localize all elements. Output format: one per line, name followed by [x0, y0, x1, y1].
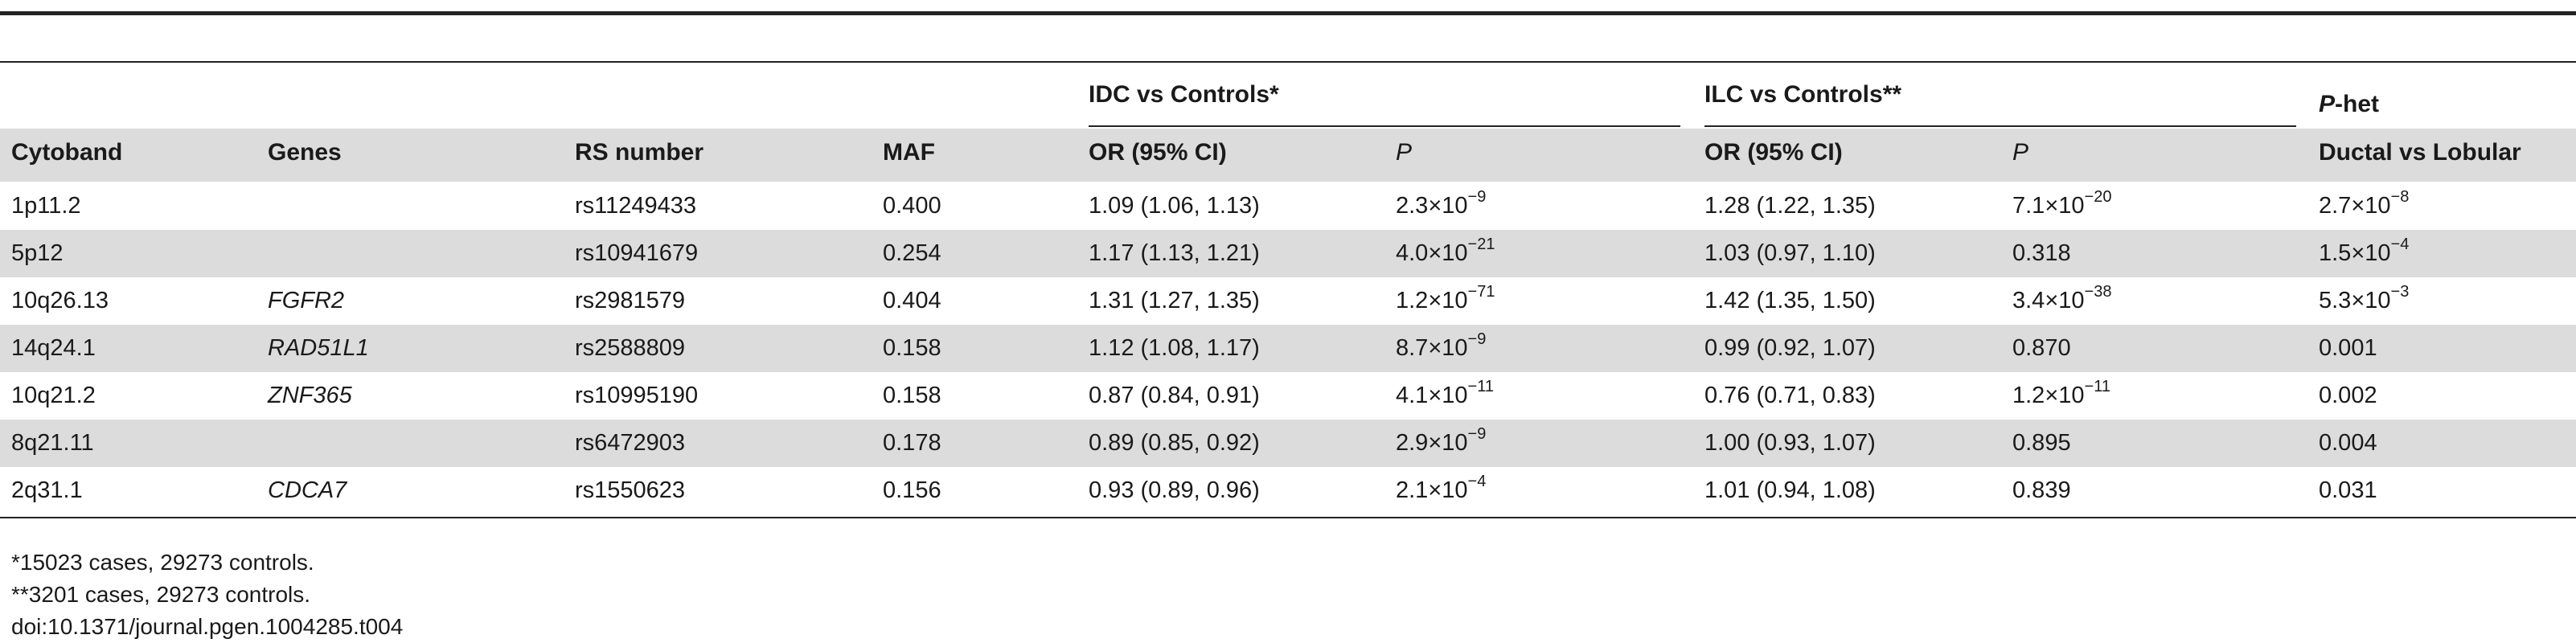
cell-genes: ZNF365 — [268, 383, 352, 408]
cell-rs-number: rs1550623 — [575, 477, 686, 503]
cell-idc-p: 2.9×10−9 — [1396, 425, 1487, 456]
cell-cytoband: 14q24.1 — [11, 335, 96, 361]
cell-ilc-p: 7.1×10−20 — [2012, 188, 2112, 219]
cell-maf: 0.254 — [883, 240, 941, 266]
cell-idc-p: 2.1×10−4 — [1396, 473, 1487, 503]
cell-cytoband: 10q21.2 — [11, 383, 96, 408]
table-header-rule — [0, 61, 2576, 63]
table-top-rule — [0, 11, 2576, 15]
cell-cytoband: 1p11.2 — [11, 193, 81, 219]
cell-ilc-or: 1.28 (1.22, 1.35) — [1704, 193, 1876, 219]
footnote: **3201 cases, 29273 controls. — [11, 582, 311, 607]
group-header-phet: P-het — [2319, 91, 2380, 117]
col-header-rs-number: RS number — [575, 139, 704, 166]
row-shading — [0, 325, 2576, 372]
cell-ilc-p: 0.870 — [2012, 335, 2071, 361]
cell-ilc-p: 0.839 — [2012, 477, 2071, 503]
col-header-maf: MAF — [883, 139, 935, 166]
cell-ilc-or: 0.99 (0.92, 1.07) — [1704, 335, 1876, 361]
cell-ilc-p: 0.318 — [2012, 240, 2071, 266]
cell-cytoband: 2q31.1 — [11, 477, 83, 503]
cell-cytoband: 10q26.13 — [11, 288, 109, 313]
cell-idc-or: 1.31 (1.27, 1.35) — [1089, 288, 1260, 313]
footnote: *15023 cases, 29273 controls. — [11, 550, 314, 575]
col-header-ilc-or: OR (95% CI) — [1704, 139, 1843, 166]
col-header-idc-or: OR (95% CI) — [1089, 139, 1227, 166]
cell-rs-number: rs6472903 — [575, 430, 686, 456]
cell-maf: 0.178 — [883, 430, 941, 456]
cell-idc-or: 1.12 (1.08, 1.17) — [1089, 335, 1260, 361]
cell-rs-number: rs11249433 — [575, 193, 697, 219]
group-header-idc: IDC vs Controls* — [1089, 81, 1279, 108]
cell-rs-number: rs10941679 — [575, 240, 699, 266]
cell-maf: 0.400 — [883, 193, 941, 219]
cell-idc-p: 2.3×10−9 — [1396, 188, 1487, 219]
group-underline-ilc — [1704, 125, 2296, 127]
cell-ilc-or: 1.01 (0.94, 1.08) — [1704, 477, 1876, 503]
cell-idc-or: 1.17 (1.13, 1.21) — [1089, 240, 1260, 266]
cell-ilc-p: 0.895 — [2012, 430, 2071, 456]
cell-phet: 0.031 — [2319, 477, 2377, 503]
cell-ilc-or: 1.03 (0.97, 1.10) — [1704, 240, 1876, 266]
cell-rs-number: rs2588809 — [575, 335, 686, 361]
cell-rs-number: rs10995190 — [575, 383, 699, 408]
cell-idc-p: 1.2×10−71 — [1396, 283, 1495, 313]
doi-footnote: doi:10.1371/journal.pgen.1004285.t004 — [11, 614, 404, 639]
cell-idc-or: 1.09 (1.06, 1.13) — [1089, 193, 1260, 219]
cell-idc-or: 0.93 (0.89, 0.96) — [1089, 477, 1260, 503]
row-shading — [0, 420, 2576, 467]
cell-rs-number: rs2981579 — [575, 288, 686, 313]
cell-genes: FGFR2 — [268, 288, 345, 313]
cell-maf: 0.158 — [883, 383, 941, 408]
cell-ilc-p: 3.4×10−38 — [2012, 283, 2112, 313]
cell-genes: CDCA7 — [268, 477, 347, 503]
cell-maf: 0.404 — [883, 288, 941, 313]
col-header-phet: Ductal vs Lobular — [2319, 139, 2521, 166]
cell-idc-p: 4.0×10−21 — [1396, 235, 1495, 266]
cell-idc-p: 8.7×10−9 — [1396, 330, 1487, 361]
cell-phet: 2.7×10−8 — [2319, 188, 2410, 219]
cell-phet: 0.001 — [2319, 335, 2377, 361]
cell-phet: 1.5×10−4 — [2319, 235, 2410, 266]
cell-phet: 5.3×10−3 — [2319, 283, 2410, 313]
cell-ilc-or: 1.42 (1.35, 1.50) — [1704, 288, 1876, 313]
cell-maf: 0.158 — [883, 335, 941, 361]
cell-maf: 0.156 — [883, 477, 941, 503]
cell-idc-or: 0.89 (0.85, 0.92) — [1089, 430, 1260, 456]
cell-phet: 0.002 — [2319, 383, 2377, 408]
cell-ilc-p: 1.2×10−11 — [2012, 378, 2110, 408]
col-header-cytoband: Cytoband — [11, 139, 123, 166]
cell-cytoband: 8q21.11 — [11, 430, 94, 456]
cell-cytoband: 5p12 — [11, 240, 64, 266]
cell-ilc-or: 0.76 (0.71, 0.83) — [1704, 383, 1876, 408]
group-underline-idc — [1089, 125, 1680, 127]
group-header-ilc: ILC vs Controls** — [1704, 81, 1902, 108]
cell-phet: 0.004 — [2319, 430, 2377, 456]
cell-idc-or: 0.87 (0.84, 0.91) — [1089, 383, 1260, 408]
col-header-idc-p: P — [1396, 139, 1413, 166]
cell-idc-p: 4.1×10−11 — [1396, 378, 1494, 408]
col-header-ilc-p: P — [2012, 139, 2029, 166]
cell-ilc-or: 1.00 (0.93, 1.07) — [1704, 430, 1876, 456]
cell-genes: RAD51L1 — [268, 335, 369, 361]
table-bottom-rule — [0, 517, 2576, 518]
column-header-band — [0, 129, 2576, 182]
col-header-genes: Genes — [268, 139, 342, 166]
row-shading — [0, 230, 2576, 277]
